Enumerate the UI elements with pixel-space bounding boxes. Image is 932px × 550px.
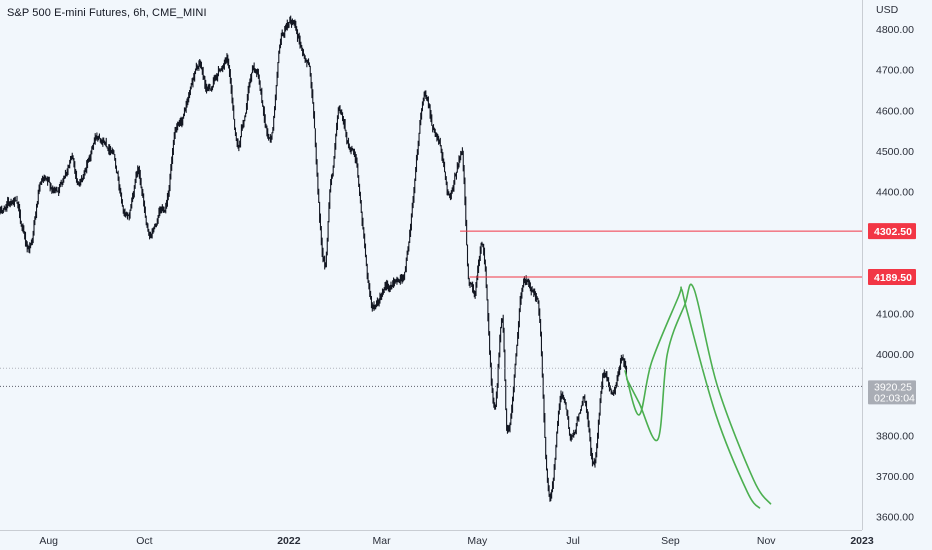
current-price-tag: 3920.25 02:03:04 — [868, 380, 916, 405]
price-bars — [0, 15, 627, 502]
projection-path-1[interactable] — [624, 286, 761, 509]
horizontal-levels[interactable] — [460, 230, 862, 278]
level-tag-bg — [868, 269, 916, 286]
level-tag-label: 4189.50 — [874, 272, 912, 284]
current-price-tag-bg — [868, 380, 916, 405]
time-axis-label: Jul — [566, 535, 579, 547]
time-axis-label: Sep — [661, 535, 680, 547]
price-axis-labels: 4800.004700.004600.004500.004400.004300.… — [876, 24, 914, 524]
price-series — [0, 15, 627, 502]
price-axis-label: 4600.00 — [876, 105, 914, 117]
projection-paths — [624, 283, 772, 509]
price-axis-label: 4500.00 — [876, 146, 914, 158]
level-price-tags: 4302.50 4189.50 — [868, 223, 916, 286]
price-axis-label: 4100.00 — [876, 308, 914, 320]
price-axis-label: 3600.00 — [876, 512, 914, 524]
time-axis-labels: Aug Oct 2022 Mar May Jul Sep Nov 2023 — [39, 535, 874, 547]
time-axis-label: 2022 — [277, 535, 301, 547]
time-axis-label: Oct — [136, 535, 152, 547]
currency-label: USD — [876, 4, 899, 16]
time-axis-label: May — [467, 535, 488, 547]
time-axis-label: 2023 — [850, 535, 874, 547]
price-axis-label: 4800.00 — [876, 24, 914, 36]
time-axis-label: Mar — [372, 535, 391, 547]
price-axis-label: 3800.00 — [876, 430, 914, 442]
chart-title: S&P 500 E-mini Futures, 6h, CME_MINI — [7, 7, 207, 19]
level-tag-bg — [868, 223, 916, 240]
projection-path-2[interactable] — [625, 283, 772, 505]
price-axis-label: 4700.00 — [876, 65, 914, 77]
time-axis-panel[interactable] — [0, 530, 932, 550]
price-axis-label: 4400.00 — [876, 187, 914, 199]
price-axis-label: 3700.00 — [876, 471, 914, 483]
level-tag-label: 4302.50 — [874, 226, 912, 238]
time-axis-label: Nov — [757, 535, 776, 547]
current-price-value: 3920.25 — [874, 381, 912, 393]
time-axis-label: Aug — [39, 535, 58, 547]
price-axis-panel[interactable] — [862, 0, 932, 530]
countdown-timer: 02:03:04 — [874, 392, 915, 404]
price-axis-label: 4000.00 — [876, 349, 914, 361]
